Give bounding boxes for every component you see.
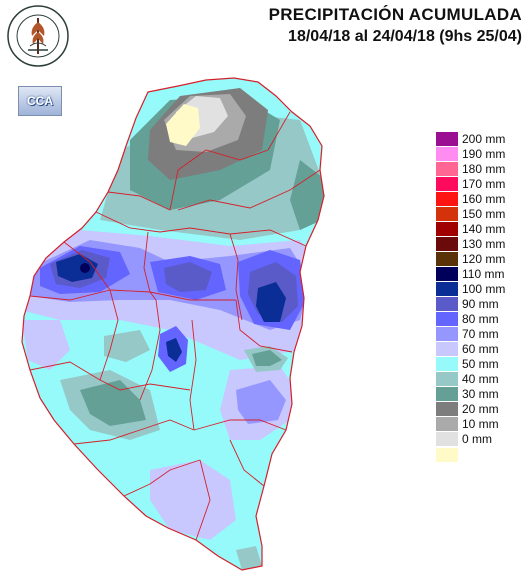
legend-swatch: [436, 176, 458, 191]
legend-swatch: [436, 342, 458, 357]
legend-item: 80 mm: [436, 312, 528, 327]
legend-swatch: [436, 131, 458, 146]
department-boundaries: [29, 111, 321, 541]
legend-swatch: [436, 372, 458, 387]
legend-label: 30 mm: [462, 387, 499, 402]
legend-item: 0 mm: [436, 432, 528, 447]
legend-swatch: [436, 297, 458, 312]
legend-swatch: [436, 357, 458, 372]
legend-item: 60 mm: [436, 342, 528, 357]
legend-item: 50 mm: [436, 357, 528, 372]
legend-item: [436, 447, 528, 462]
legend-item: 140 mm: [436, 221, 528, 236]
map-title-block: PRECIPITACIÓN ACUMULADA 18/04/18 al 24/0…: [269, 4, 522, 48]
legend-item: 180 mm: [436, 161, 528, 176]
legend-swatch: [436, 402, 458, 417]
legend-item: 120 mm: [436, 251, 528, 266]
legend-label: 200 mm: [462, 131, 506, 146]
legend-item: 190 mm: [436, 146, 528, 161]
precipitation-legend: 200 mm 190 mm 180 mm 170 mm 160 mm 150 mm 140 …: [436, 131, 528, 462]
legend-label: 130 mm: [462, 236, 506, 251]
legend-swatch: [436, 312, 458, 327]
legend-item: 100 mm: [436, 281, 528, 296]
legend-swatch: [436, 251, 458, 266]
legend-swatch: [436, 327, 458, 342]
legend-item: 40 mm: [436, 372, 528, 387]
legend-label: 60 mm: [462, 342, 499, 357]
legend-label: 140 mm: [462, 221, 506, 236]
legend-label: 70 mm: [462, 327, 499, 342]
legend-swatch: [436, 191, 458, 206]
cca-logo-text: CCA: [27, 94, 53, 108]
precipitation-fill: [22, 78, 324, 570]
legend-label: 40 mm: [462, 372, 499, 387]
legend-item: 150 mm: [436, 206, 528, 221]
legend-swatch: [436, 221, 458, 236]
legend-item: 160 mm: [436, 191, 528, 206]
cca-logo: CCA: [18, 86, 62, 116]
legend-item: 170 mm: [436, 176, 528, 191]
legend-item: 110 mm: [436, 266, 528, 281]
bolsa-de-cereales-seal-icon: [7, 5, 69, 67]
legend-label: 10 mm: [462, 417, 499, 432]
legend-label: 110 mm: [462, 266, 505, 281]
legend-label: 120 mm: [462, 251, 506, 266]
legend-swatch: [436, 447, 458, 462]
legend-label: 90 mm: [462, 297, 499, 312]
legend-swatch: [436, 206, 458, 221]
legend-item: 30 mm: [436, 387, 528, 402]
legend-label: 190 mm: [462, 146, 506, 161]
legend-item: 70 mm: [436, 327, 528, 342]
map-title: PRECIPITACIÓN ACUMULADA: [268, 5, 522, 24]
bolsa-de-cereales-logo: [6, 4, 70, 68]
legend-label: 0 mm: [462, 432, 492, 447]
legend-label: 100 mm: [462, 281, 506, 296]
legend-label: 160 mm: [462, 191, 506, 206]
legend-item: 200 mm: [436, 131, 528, 146]
legend-label: 80 mm: [462, 312, 499, 327]
legend-label: 170 mm: [462, 176, 506, 191]
legend-swatch: [436, 432, 458, 447]
legend-item: 20 mm: [436, 402, 528, 417]
legend-swatch: [436, 281, 458, 296]
legend-swatch: [436, 236, 458, 251]
map-period: 18/04/18 al 24/04/18 (9hs 25/04): [288, 28, 522, 45]
legend-label: 180 mm: [462, 161, 506, 176]
legend-item: 130 mm: [436, 236, 528, 251]
legend-swatch: [436, 266, 458, 281]
legend-swatch: [436, 146, 458, 161]
legend-label: 20 mm: [462, 402, 499, 417]
legend-swatch: [436, 417, 458, 432]
legend-swatch: [436, 387, 458, 402]
legend-label: 150 mm: [462, 206, 506, 221]
legend-swatch: [436, 161, 458, 176]
legend-label: 50 mm: [462, 357, 499, 372]
legend-item: 90 mm: [436, 297, 528, 312]
legend-item: 10 mm: [436, 417, 528, 432]
